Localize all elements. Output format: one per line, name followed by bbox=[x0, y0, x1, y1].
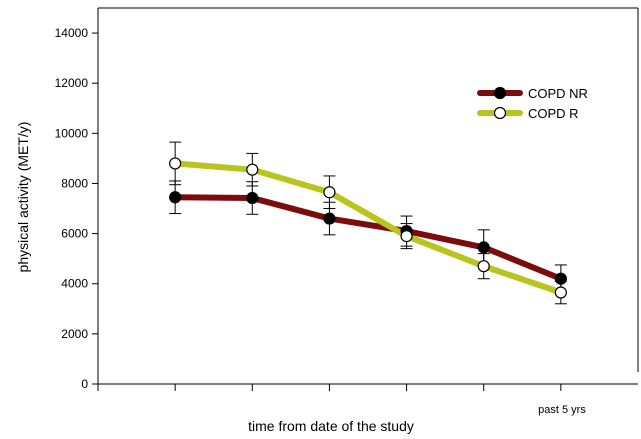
series-line-copd-nr bbox=[172, 194, 564, 282]
legend: COPD NR COPD R bbox=[477, 86, 588, 121]
y-tick-label: 12000 bbox=[55, 76, 89, 90]
series-lines bbox=[172, 160, 564, 296]
data-point-copd-nr bbox=[323, 212, 336, 225]
x-axis-label: time from date of the study bbox=[248, 418, 414, 434]
data-point-copd-r bbox=[169, 157, 182, 170]
y-tick-label: 10000 bbox=[55, 126, 89, 140]
legend-marker bbox=[493, 106, 507, 120]
data-point-copd-r bbox=[554, 286, 567, 299]
y-tick-label: 14000 bbox=[55, 26, 89, 40]
data-markers bbox=[169, 157, 567, 299]
data-point-copd-nr bbox=[246, 191, 259, 205]
data-point-copd-nr bbox=[169, 191, 182, 204]
legend-label-copd-r: COPD R bbox=[528, 106, 579, 121]
y-tick-label: 6000 bbox=[61, 227, 88, 241]
series-line-copd-r bbox=[172, 160, 564, 296]
y-tick-label: 8000 bbox=[61, 176, 88, 190]
data-point-copd-r bbox=[323, 186, 336, 199]
axes: 0 2000 4000 6000 8000 10000 12000 14000 bbox=[55, 7, 639, 391]
y-tick-label: 4000 bbox=[61, 277, 88, 291]
data-point-copd-nr bbox=[554, 272, 567, 285]
y-tick-label: 0 bbox=[81, 377, 88, 391]
x-annotation-past-5-yrs: past 5 yrs bbox=[538, 404, 586, 416]
y-axis-label: physical activity (MET/y) bbox=[15, 122, 31, 273]
legend-marker bbox=[493, 86, 507, 100]
data-point-copd-r bbox=[400, 230, 413, 243]
legend-label-copd-nr: COPD NR bbox=[528, 86, 588, 101]
data-point-copd-r bbox=[246, 163, 259, 176]
y-tick-label: 2000 bbox=[61, 327, 88, 341]
data-point-copd-r bbox=[477, 260, 490, 273]
data-point-copd-nr bbox=[477, 241, 490, 254]
